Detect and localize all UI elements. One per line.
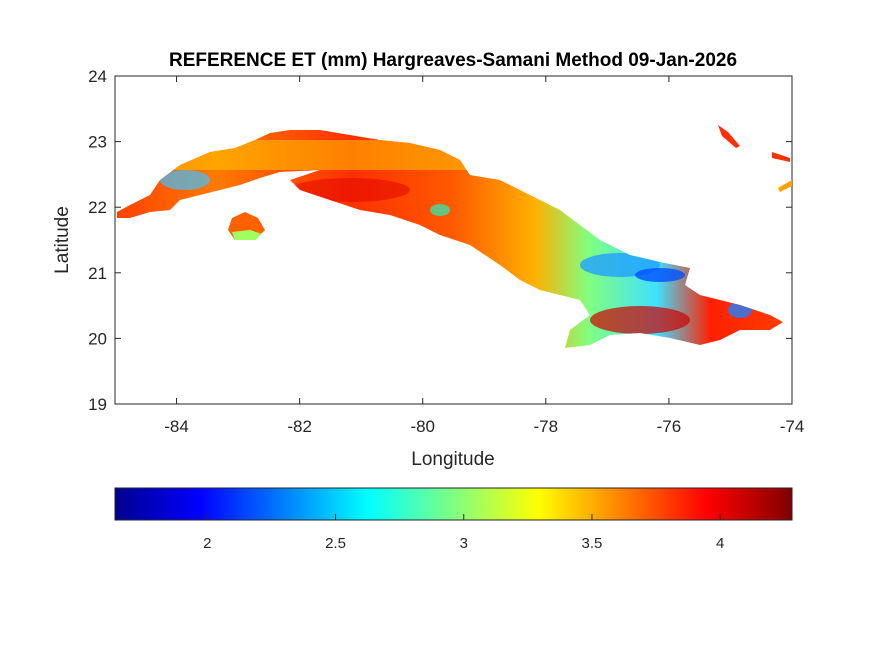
y-tick-label: 19 [88,395,107,414]
colorbar-tick-label: 4 [716,535,724,552]
small-island [772,152,790,162]
low-et-patch [160,170,210,190]
low-et-patch [635,268,685,282]
small-island [718,125,740,148]
x-axis-label: Longitude [411,449,494,470]
x-tick-label: -76 [657,417,682,436]
y-tick-label: 21 [88,264,107,283]
small-island [778,180,792,192]
chart-title: REFERENCE ET (mm) Hargreaves-Samani Meth… [169,50,737,71]
colorbar-tick-label: 3 [460,535,468,552]
colorbar-tick-label: 2 [203,535,211,552]
x-tick-label: -82 [287,417,312,436]
y-tick-label: 20 [88,329,107,348]
x-tick-label: -80 [410,417,435,436]
y-tick-label: 22 [88,198,107,217]
x-tick-label: -84 [164,417,189,436]
colorbar-tick-label: 2.5 [325,535,346,552]
plot-area [114,75,793,405]
x-tick-label: -74 [780,417,805,436]
x-tick-label: -78 [534,417,559,436]
colorbar-tick-label: 3.5 [582,535,603,552]
y-axis: 19 20 21 22 23 24 [88,67,792,414]
colorbar [114,487,793,521]
colorbar-ticks: 2 2.5 3 3.5 4 [203,514,724,552]
x-axis: -84 -82 -80 -78 -76 -74 [164,76,804,436]
y-tick-label: 24 [88,67,107,86]
y-tick-label: 23 [88,133,107,152]
y-axis-label: Latitude [52,206,73,274]
